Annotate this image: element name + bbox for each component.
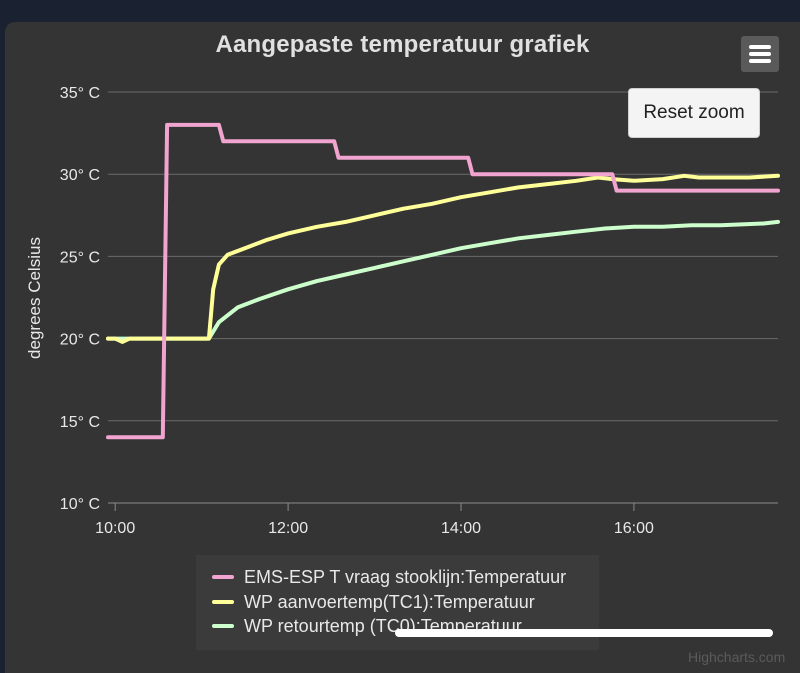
horizontal-scrollbar[interactable] <box>395 629 773 637</box>
y-axis-title: degrees Celsius <box>25 237 44 359</box>
series-line-wp-aanvoertemp <box>106 173 780 344</box>
legend-item-wp-aanvoertemp[interactable]: WP aanvoertemp(TC1):Temperatuur <box>212 591 535 613</box>
y-tick-label: 20° C <box>60 332 100 349</box>
x-tick-label: 14:00 <box>441 520 481 537</box>
x-tick-label: 12:00 <box>268 520 308 537</box>
series-line-ems-esp <box>106 122 780 440</box>
legend-swatch <box>212 574 234 579</box>
legend-swatch <box>212 599 234 604</box>
hamburger-menu-icon <box>749 52 771 56</box>
y-tick-label: 35° C <box>60 85 100 102</box>
legend-label: EMS-ESP T vraag stooklijn:Temperatuur <box>244 567 567 587</box>
y-tick-label: 10° C <box>60 496 100 513</box>
y-tick-label: 25° C <box>60 249 100 266</box>
reset-zoom-button[interactable]: Reset zoom <box>628 88 760 138</box>
x-tick-label: 10:00 <box>95 520 135 537</box>
y-tick-label: 15° C <box>60 414 100 431</box>
y-tick-label: 30° C <box>60 167 100 184</box>
chart-title: Aangepaste temperatuur grafiek <box>215 31 590 58</box>
chart-context-menu-button[interactable] <box>741 36 779 72</box>
hamburger-menu-icon <box>749 45 771 49</box>
hamburger-menu-icon <box>749 59 771 63</box>
chart-credits[interactable]: Highcharts.com <box>688 649 786 665</box>
legend-label: WP aanvoertemp(TC1):Temperatuur <box>244 592 535 612</box>
x-tick-label: 16:00 <box>614 520 654 537</box>
legend-item-ems-esp[interactable]: EMS-ESP T vraag stooklijn:Temperatuur <box>212 566 566 588</box>
series-line-wp-retourtemp <box>106 219 780 341</box>
legend-swatch <box>212 623 234 628</box>
